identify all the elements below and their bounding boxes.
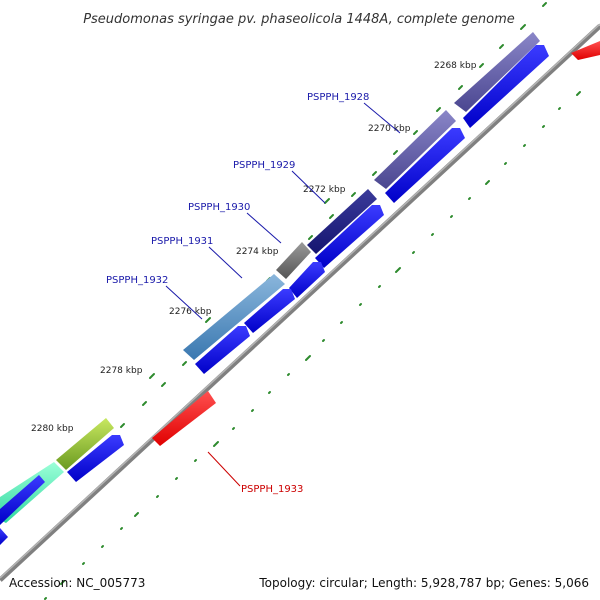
feature-purple-mid[interactable]: [374, 110, 456, 189]
kbp-label: 2280 kbp: [31, 424, 74, 434]
cds-arrow[interactable]: [0, 475, 45, 525]
kbp-label: 2272 kbp: [303, 185, 346, 195]
gene-label-1929[interactable]: PSPPH_1929: [233, 160, 295, 171]
feature-steelblue[interactable]: [183, 274, 285, 360]
outer-major-ticks: [149, 24, 526, 379]
accession-text: Accession: NC_005773: [9, 576, 146, 590]
gene-label-1930[interactable]: PSPPH_1930: [188, 202, 250, 213]
cds-arrow[interactable]: [0, 528, 8, 545]
leader-line-1928: [363, 102, 401, 134]
feature-gray[interactable]: [276, 242, 311, 279]
cds-arrow[interactable]: [244, 289, 295, 333]
cds-arrow[interactable]: [67, 435, 124, 482]
cds-forward-track: [0, 45, 549, 545]
kbp-label: 2278 kbp: [100, 366, 143, 376]
map-title: Pseudomonas syringae pv. phaseolicola 14…: [83, 12, 515, 27]
gene-labels: PSPPH_1928 PSPPH_1929 PSPPH_1930 PSPPH_1…: [106, 92, 369, 495]
gene-label-1933[interactable]: PSPPH_1933: [241, 484, 303, 495]
genome-backbone-highlight: [0, 23, 600, 579]
cds-arrow[interactable]: [315, 205, 384, 268]
gene-label-1932[interactable]: PSPPH_1932: [106, 275, 168, 286]
leader-line-1932: [165, 285, 203, 320]
cds-arrow-reverse[interactable]: [152, 391, 216, 446]
cds-reverse-track: [152, 41, 600, 446]
leader-line-1930: [246, 212, 282, 244]
cds-arrow-reverse[interactable]: [571, 41, 600, 60]
feature-olive[interactable]: [56, 418, 114, 470]
kbp-label: 2276 kbp: [169, 307, 212, 317]
gene-label-1928[interactable]: PSPPH_1928: [307, 92, 369, 103]
gene-label-1931[interactable]: PSPPH_1931: [151, 236, 213, 247]
cds-arrow[interactable]: [385, 128, 465, 203]
outer-tick-ring: [101, 2, 547, 447]
position-labels: 2268 kbp 2270 kbp 2272 kbp 2274 kbp 2276…: [31, 61, 477, 434]
kbp-label: 2274 kbp: [236, 247, 279, 257]
feature-navy[interactable]: [307, 189, 377, 254]
cds-arrow[interactable]: [289, 262, 325, 298]
leader-line-1933: [207, 451, 241, 487]
gene-label-leaders: [165, 102, 401, 487]
cog-feature-track: [0, 32, 540, 523]
inner-tick-ring: [44, 91, 581, 600]
feature-purple-top[interactable]: [454, 32, 540, 112]
kbp-label: 2270 kbp: [368, 124, 411, 134]
cds-arrow[interactable]: [195, 326, 250, 374]
kbp-label: 2268 kbp: [434, 61, 477, 71]
leader-line-1929: [291, 170, 326, 204]
cds-arrow[interactable]: [463, 45, 549, 128]
genome-backbone: [0, 24, 600, 582]
genome-summary-text: Topology: circular; Length: 5,928,787 bp…: [259, 576, 589, 590]
leader-line-1931: [208, 246, 243, 279]
